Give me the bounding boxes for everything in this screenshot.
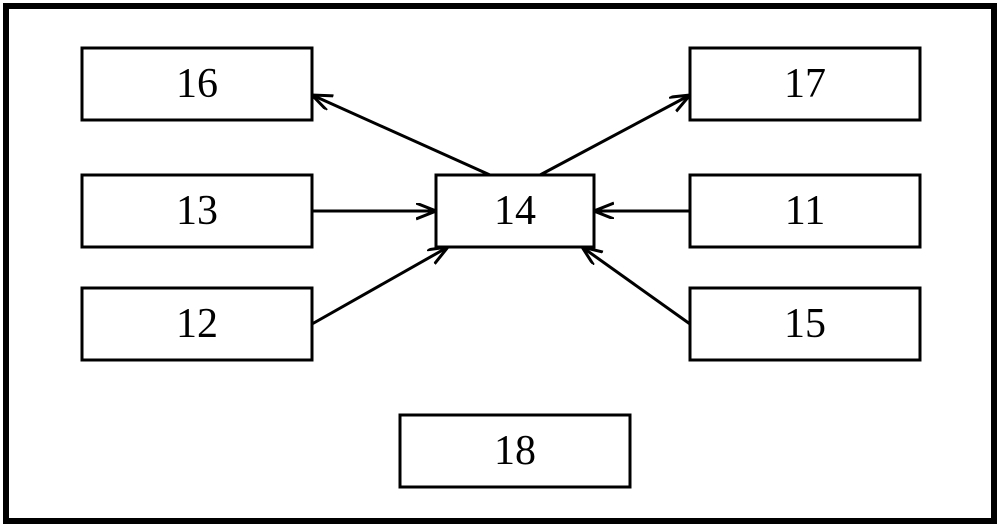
node-12: 12 bbox=[82, 288, 312, 360]
node-14: 14 bbox=[436, 175, 594, 247]
node-14-label: 14 bbox=[494, 188, 536, 234]
node-17: 17 bbox=[690, 48, 920, 120]
node-16: 16 bbox=[82, 48, 312, 120]
node-13: 13 bbox=[82, 175, 312, 247]
node-11-label: 11 bbox=[785, 188, 825, 234]
node-11: 11 bbox=[690, 175, 920, 247]
node-16-label: 16 bbox=[176, 61, 218, 107]
node-18-label: 18 bbox=[494, 428, 536, 474]
arrow-15-to-14 bbox=[582, 247, 690, 324]
node-13-label: 13 bbox=[176, 188, 218, 234]
arrow-14-to-16 bbox=[312, 95, 490, 175]
node-15-label: 15 bbox=[784, 301, 826, 347]
arrow-14-to-17 bbox=[540, 95, 690, 175]
arrow-12-to-14 bbox=[312, 247, 448, 324]
node-15: 15 bbox=[690, 288, 920, 360]
diagram-root: 16 17 13 14 11 12 15 18 bbox=[0, 0, 1000, 527]
node-18: 18 bbox=[400, 415, 630, 487]
node-17-label: 17 bbox=[784, 61, 826, 107]
node-12-label: 12 bbox=[176, 301, 218, 347]
